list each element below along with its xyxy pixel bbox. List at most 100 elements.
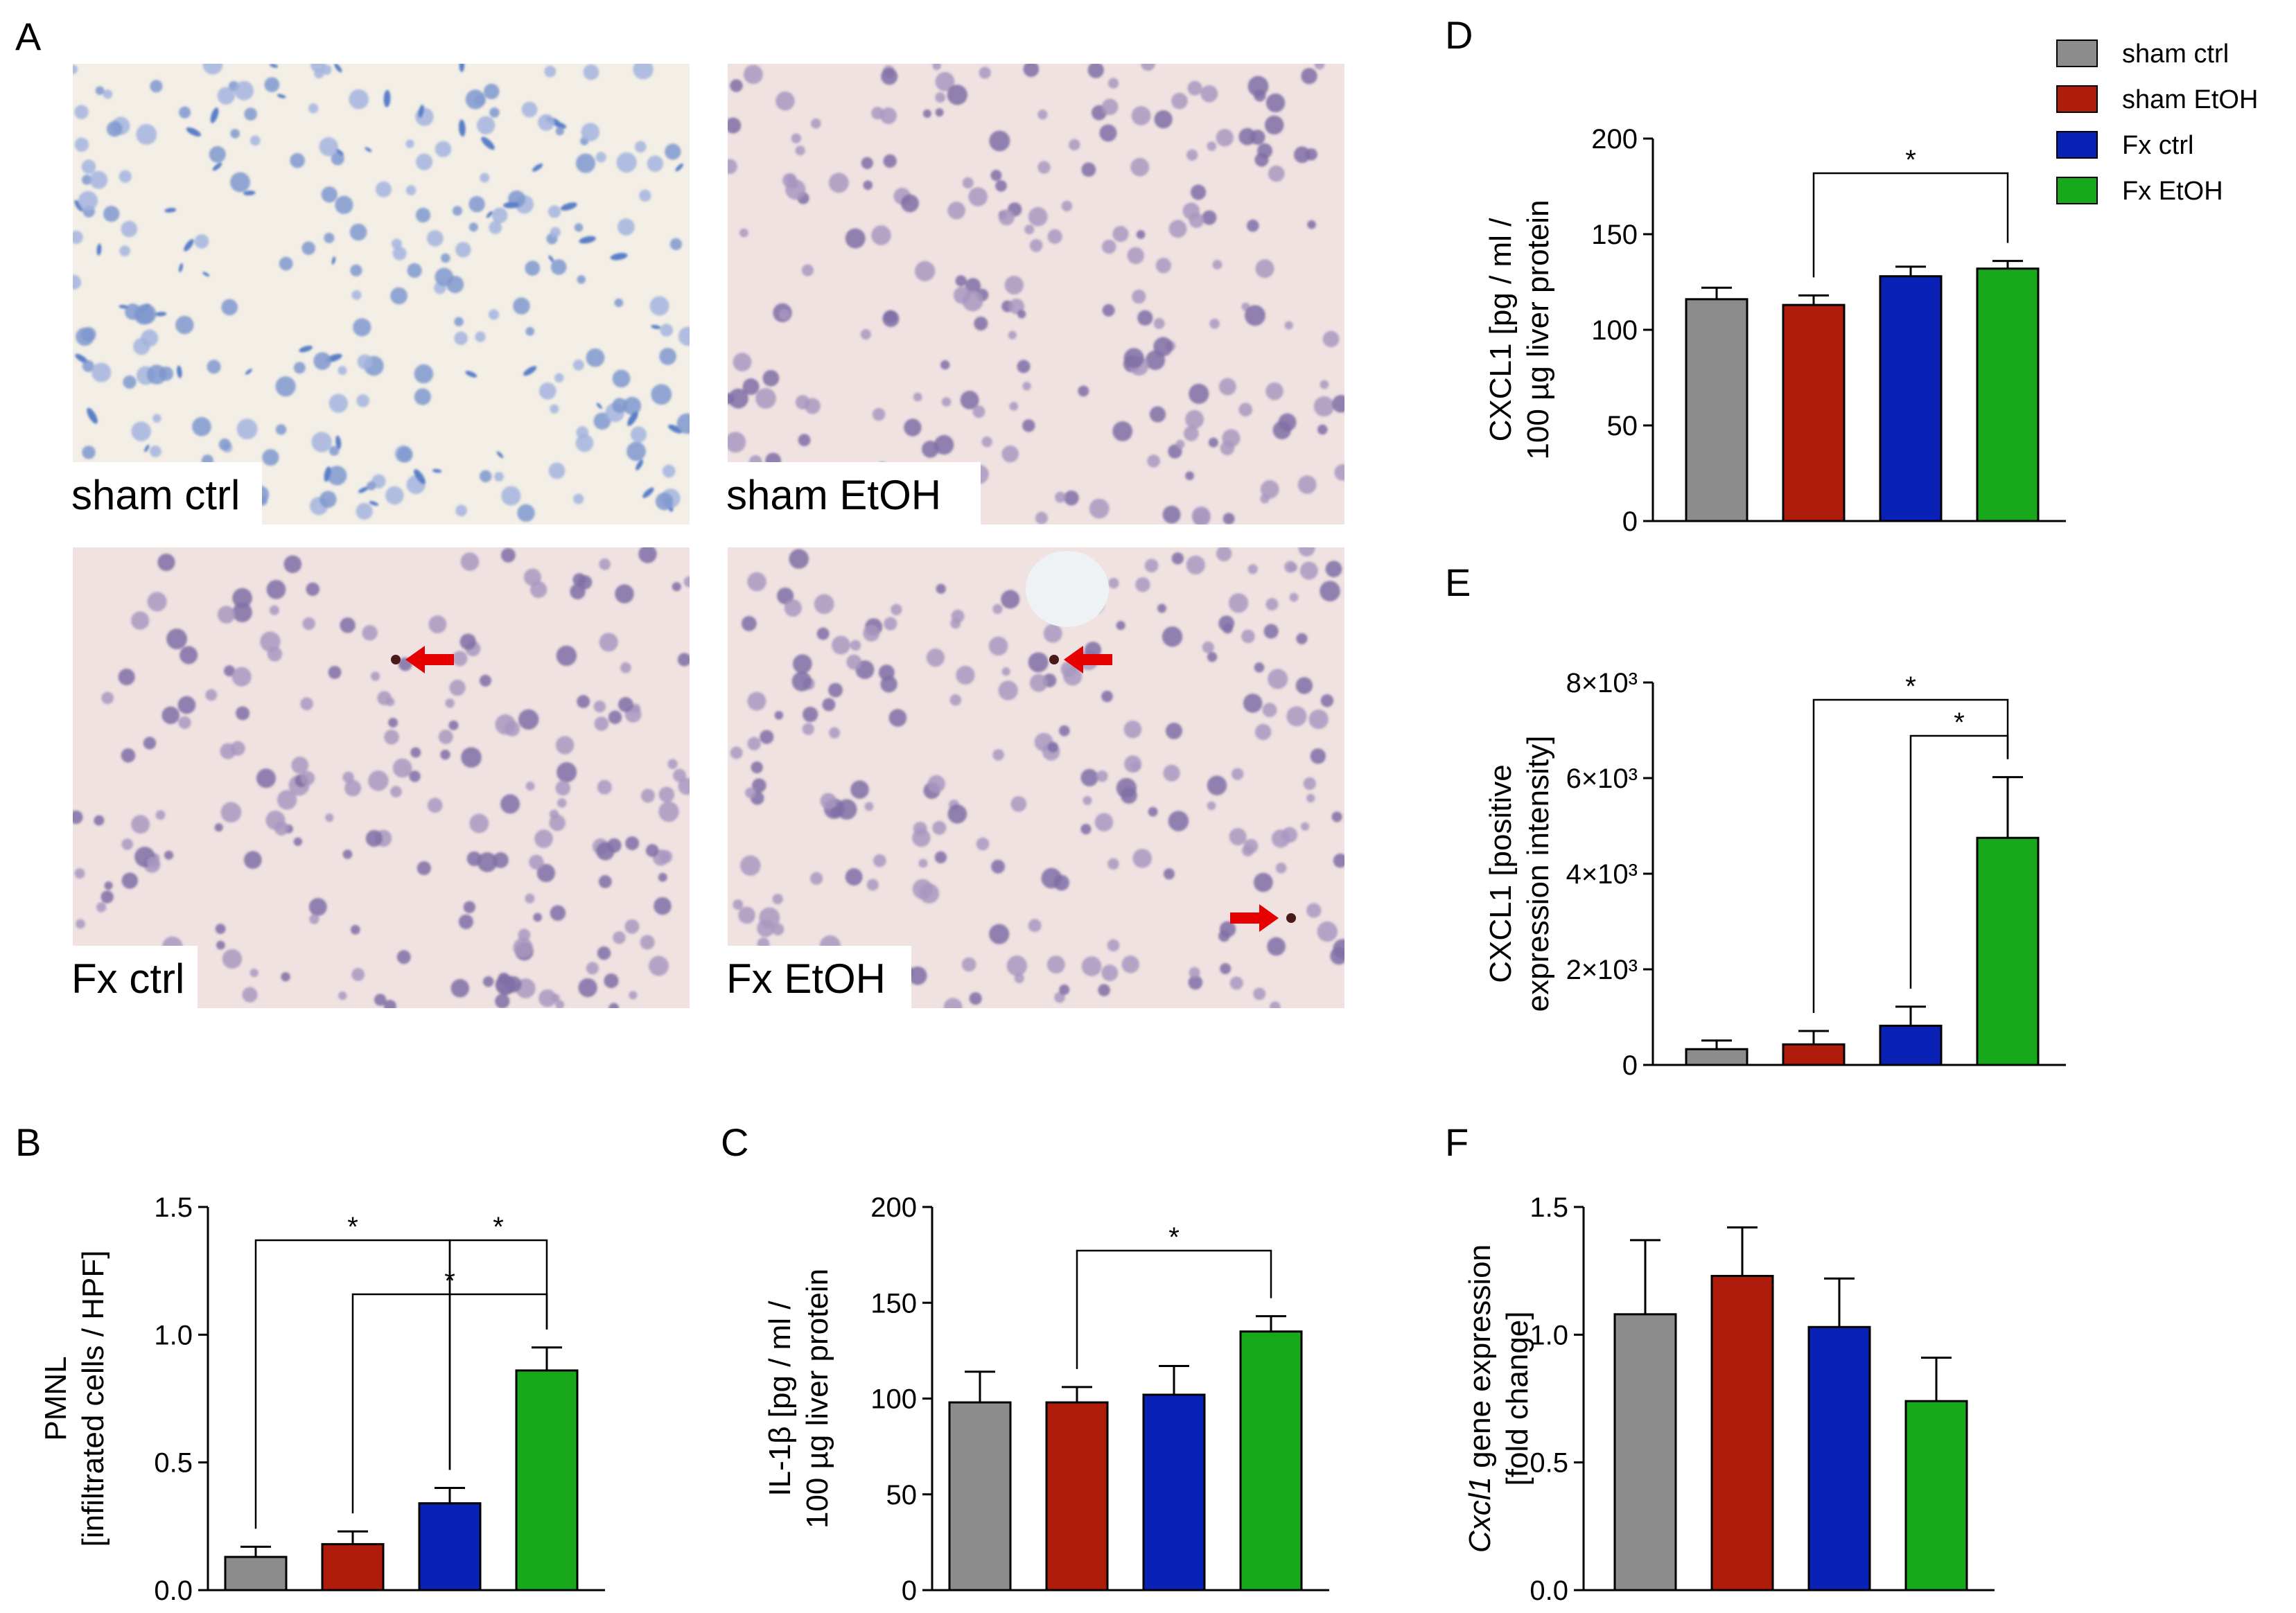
y-axis-label: Cxcl1 gene expression (1463, 1244, 1497, 1553)
y-tick-label: 4×10³ (1566, 859, 1638, 890)
micrograph-grid: sham ctrl sham EtOH Fx ctrl Fx EtOH (69, 64, 1344, 1008)
micrograph-nuclei (73, 547, 690, 1008)
y-axis-label: [infiltrated cells / HPF] (76, 1251, 110, 1547)
legend-swatch (2056, 85, 2098, 113)
panel-letter-a: A (15, 15, 42, 58)
chart-b: B 0.0 0.5 1.0 1.5 PMNL [infiltrated cells / HP… (15, 1120, 605, 1606)
y-tick-label: 1.5 (1530, 1192, 1568, 1223)
bar-fx-etoh (1904, 1400, 1968, 1592)
significance-bracket: * (1909, 707, 2009, 989)
y-tick-label: 1.0 (154, 1320, 193, 1350)
bar-sham-etoh (1710, 1275, 1774, 1592)
y-tick-label: 0.0 (1530, 1576, 1568, 1606)
y-tick-label: 0.0 (154, 1576, 193, 1606)
bar-sham-etoh (1045, 1401, 1109, 1592)
bar-fx-etoh (515, 1369, 579, 1592)
micrograph-label-box (69, 462, 262, 525)
y-tick-label: 0.5 (154, 1448, 193, 1479)
y-tick-label: 2×10³ (1566, 955, 1638, 985)
panel-letter: F (1445, 1120, 1469, 1164)
panel-letter: E (1445, 561, 1471, 604)
bar-fx-ctrl (1879, 1024, 1943, 1066)
micrograph-label-box (724, 946, 911, 1008)
micrograph-label: Fx EtOH (726, 955, 886, 1002)
y-axis-label: CXCL1 [positive (1484, 764, 1518, 982)
micrograph-background (728, 547, 1344, 1008)
bar-sham-etoh (1782, 303, 1846, 522)
y-tick-label: 150 (870, 1288, 917, 1319)
significance-star: * (444, 1266, 455, 1296)
y-tick-label: 200 (870, 1192, 917, 1223)
significance-star: * (347, 1212, 358, 1242)
micrograph-label-box (724, 462, 981, 525)
legend-label: Fx EtOH (2122, 177, 2223, 206)
significance-star: * (1954, 707, 1965, 738)
bar-sham-ctrl (1685, 298, 1749, 522)
micrograph-2: sham EtOH (724, 64, 1344, 525)
significance-star: * (493, 1212, 504, 1242)
significance-star: * (1905, 671, 1916, 702)
significance-bracket: * (1812, 145, 2009, 278)
micrograph-1: sham ctrl (69, 64, 690, 525)
y-tick-label: 1.0 (1530, 1320, 1568, 1350)
y-tick-label: 0 (1622, 1050, 1638, 1081)
significance-star: * (1168, 1222, 1180, 1253)
legend-label: sham ctrl (2122, 39, 2229, 69)
panel-letter: B (15, 1120, 41, 1164)
significance-bracket: * (1812, 671, 2009, 1014)
bar-fx-ctrl (1807, 1325, 1871, 1592)
y-tick-label: 1.5 (154, 1192, 193, 1223)
y-tick-label: 100 (1591, 315, 1638, 346)
legend-label: Fx ctrl (2122, 131, 2193, 160)
y-tick-label: 0 (1622, 506, 1638, 537)
bar-sham-etoh (321, 1543, 385, 1592)
micrograph-label: sham ctrl (71, 472, 240, 518)
y-tick-label: 0 (902, 1576, 917, 1606)
micrograph-label: sham EtOH (726, 472, 941, 518)
bar-sham-ctrl (1685, 1048, 1749, 1066)
y-tick-label: 8×10³ (1566, 668, 1638, 698)
legend-swatch (2056, 39, 2098, 67)
red-arrow-icon (391, 646, 454, 673)
y-tick-label: 150 (1591, 220, 1638, 250)
vessel-lumen (1026, 551, 1109, 627)
bar-fx-ctrl (1142, 1393, 1206, 1592)
legend: sham ctrl sham EtOH Fx ctrl Fx EtOH (2056, 39, 2258, 206)
significance-star: * (1905, 145, 1916, 175)
y-tick-label: 0.5 (1530, 1448, 1568, 1479)
y-tick-label: 6×10³ (1566, 764, 1638, 794)
y-axis-label: 100 µg liver protein (800, 1269, 834, 1528)
bar-fx-etoh (1976, 836, 2040, 1066)
panel-letter: D (1445, 13, 1473, 57)
chart-e: E 0 2×10³ 4×10³ 6×10³ 8×10³ CXCL1 [positive exp… (1445, 561, 2066, 1081)
red-arrow-icon (1230, 904, 1296, 932)
micrograph-4: Fx EtOH (724, 547, 1344, 1008)
bar-fx-etoh (1239, 1330, 1303, 1592)
chart-d: D 0 50 100 150 200 CXCL1 [pg / ml /100 µg live… (1445, 13, 2066, 537)
y-axis-label: PMNL (39, 1356, 73, 1440)
legend-swatch (2056, 177, 2098, 204)
y-tick-label: 100 (870, 1384, 917, 1415)
legend-swatch (2056, 131, 2098, 159)
micrograph-3: Fx ctrl (69, 547, 690, 1008)
y-axis-label: expression intensity] (1521, 736, 1555, 1012)
bar-sham-ctrl (224, 1555, 288, 1592)
significance-bracket: * (351, 1266, 548, 1514)
chart-f: F 0.0 0.5 1.0 1.5 Cxcl1 gene expression [fold … (1445, 1120, 1995, 1606)
y-axis-label: [fold change] (1500, 1312, 1534, 1486)
panel-letter: C (721, 1120, 748, 1164)
bar-fx-ctrl (418, 1502, 482, 1592)
y-tick-label: 50 (886, 1480, 918, 1510)
y-tick-label: 200 (1591, 124, 1638, 155)
y-tick-label: 50 (1607, 411, 1638, 441)
bar-fx-etoh (1976, 267, 2040, 522)
red-arrow-icon (1049, 646, 1112, 673)
significance-bracket: * (1076, 1222, 1272, 1369)
y-axis-label: IL-1β [pg / ml / (763, 1301, 797, 1497)
bar-fx-ctrl (1879, 275, 1943, 522)
y-axis-label: 100 µg liver protein (1521, 200, 1555, 459)
significance-bracket: * (448, 1212, 548, 1470)
micrograph-label: Fx ctrl (71, 955, 184, 1002)
